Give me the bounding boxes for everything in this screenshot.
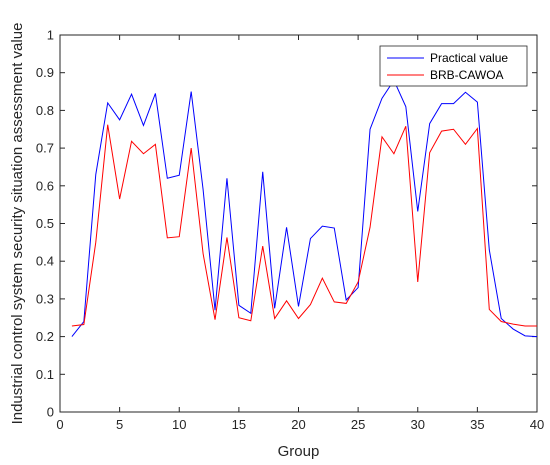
legend-label-brb-cawoa: BRB-CAWOA [430, 68, 504, 82]
y-tick-label: 0.9 [36, 65, 54, 80]
y-tick-label: 0.3 [36, 291, 54, 306]
y-tick-label: 0.6 [36, 178, 54, 193]
y-tick-label: 0.2 [36, 329, 54, 344]
y-axis: 0 0.1 0.2 0.3 0.4 0.5 0.6 0.7 0.8 0.9 1 [36, 28, 537, 420]
x-axis: 0 5 10 15 20 25 30 35 40 [56, 35, 544, 432]
y-tick-label: 0.5 [36, 216, 54, 231]
x-tick-label: 35 [470, 417, 484, 432]
series-line-practical-value [71, 79, 538, 338]
plot-background [59, 34, 538, 413]
x-tick-label: 20 [291, 417, 305, 432]
legend-label-practical-value: Practical value [430, 51, 508, 65]
y-axis-title: Industrial control system security situa… [9, 23, 26, 425]
legend: Practical value BRB-CAWOA [379, 45, 528, 87]
legend-box [379, 45, 528, 87]
y-tick-label: 0.1 [36, 367, 54, 382]
y-tick-label: 0.7 [36, 141, 54, 156]
x-tick-label: 15 [232, 417, 246, 432]
plot-area [59, 34, 538, 413]
series-layer [71, 79, 538, 338]
x-tick-label: 30 [411, 417, 425, 432]
y-tick-label: 0.8 [36, 103, 54, 118]
x-tick-label: 0 [56, 417, 63, 432]
x-tick-label: 25 [351, 417, 365, 432]
x-tick-label: 10 [172, 417, 186, 432]
x-tick-label: 5 [116, 417, 123, 432]
y-tick-label: 1 [47, 28, 54, 43]
x-axis-title: Group [278, 443, 320, 460]
y-tick-label: 0.4 [36, 254, 54, 269]
y-tick-label: 0 [47, 405, 54, 420]
x-tick-label: 40 [530, 417, 544, 432]
series-line-brb-cawoa [71, 124, 537, 327]
